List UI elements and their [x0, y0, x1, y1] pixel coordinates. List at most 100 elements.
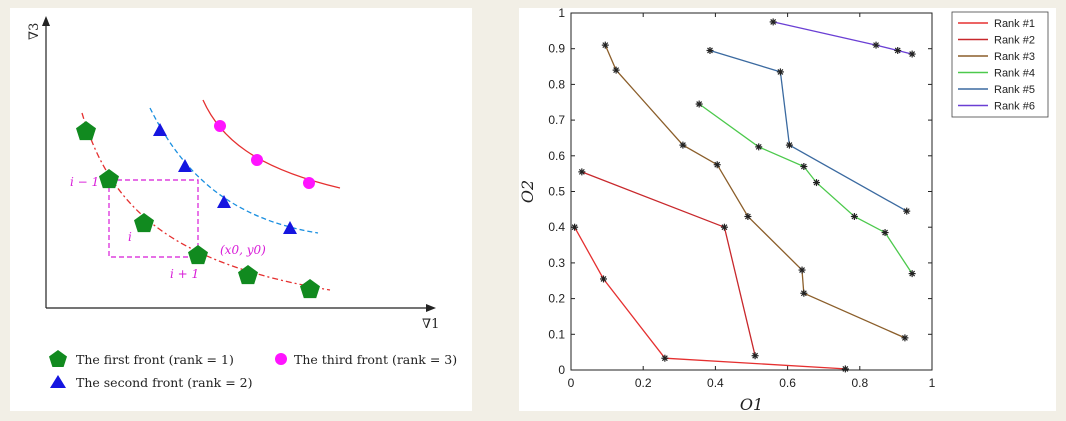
second-front-point: [283, 221, 297, 234]
third-front-point: [214, 120, 226, 132]
data-point-marker: [776, 68, 784, 76]
data-point-marker: [661, 354, 669, 362]
data-point-marker: [798, 266, 806, 274]
x-tick-label: 1: [929, 376, 936, 390]
x-tick-label: 0.2: [635, 376, 652, 390]
legend-first-front-marker: [49, 350, 67, 367]
series-markers: [571, 18, 916, 373]
data-point-marker: [769, 18, 777, 26]
legend-box: [951, 11, 1049, 118]
y-tick-label: 0.9: [548, 42, 565, 56]
data-point-marker: [894, 46, 902, 54]
legend-third-front-marker: [275, 353, 287, 365]
y-tick-label: 0: [558, 363, 565, 377]
third-front-curve: [202, 99, 341, 189]
third-front-point: [303, 177, 315, 189]
data-point-marker: [785, 141, 793, 149]
legend-label: Rank #1: [994, 18, 1035, 30]
legend-label: Rank #2: [994, 35, 1035, 47]
data-point-marker: [800, 163, 808, 171]
data-point-marker: [901, 334, 909, 342]
legend-third-front-label: The third front (rank = 3): [294, 352, 457, 367]
series-line-rank-3: [604, 44, 906, 339]
series-lines: [574, 21, 913, 370]
second-front-point: [217, 195, 231, 208]
data-point-marker: [612, 66, 620, 74]
data-point-marker: [713, 161, 721, 169]
x-tick-label: 0.8: [851, 376, 868, 390]
first-front-point: [188, 245, 208, 265]
x-tick-label: 0: [568, 376, 575, 390]
chart-x-axis-label: O1: [740, 395, 763, 411]
first-front-curve: [81, 112, 331, 291]
y-tick-label: 0.2: [548, 292, 565, 306]
left-y-axis-label: ∇3: [27, 23, 42, 40]
legend-label: Rank #3: [994, 51, 1035, 63]
chart-legend: Rank #1 Rank #2 Rank #3 Rank #4 Rank #5 Rank …: [951, 11, 1049, 118]
third-front-point: [251, 154, 263, 166]
first-front-point: [76, 121, 96, 141]
axis-ticks: 0 0.2 0.4 0.6 0.8 1 0 0.1 0.2 0.3 0.4 0.5 0.6 0.7 0.8 0…: [548, 8, 935, 390]
data-point-marker: [751, 352, 759, 360]
series-line-rank-6: [773, 21, 913, 55]
data-point-marker: [601, 41, 609, 49]
y-tick-label: 0.4: [548, 220, 565, 234]
chart-y-axis-label: O2: [519, 180, 537, 203]
data-point-marker: [578, 168, 586, 176]
plot-frame: [570, 12, 933, 371]
y-axis-arrow: [42, 16, 50, 26]
second-front-point: [153, 123, 167, 136]
data-point-marker: [908, 270, 916, 278]
x-tick-label: 0.4: [707, 376, 724, 390]
y-tick-label: 0.5: [548, 185, 565, 199]
data-point-marker: [881, 229, 889, 237]
annotation-i-minus-1: i − 1: [70, 175, 99, 189]
first-front-point: [99, 169, 119, 189]
series-line-rank-1: [574, 226, 846, 370]
left-x-axis-label: ∇1: [422, 317, 439, 332]
left-diagram-svg: ∇3 ∇1 i − 1 i i + 1 (x0, y0) The f: [27, 16, 457, 390]
y-tick-label: 0.7: [548, 113, 565, 127]
y-tick-label: 0.6: [548, 149, 565, 163]
legend-second-front-label: The second front (rank = 2): [76, 375, 252, 390]
data-point-marker: [850, 212, 858, 220]
data-point-marker: [679, 141, 687, 149]
left-diagram-panel: ∇3 ∇1 i − 1 i i + 1 (x0, y0) The f: [10, 8, 472, 411]
data-point-marker: [571, 223, 579, 231]
data-point-marker: [872, 41, 880, 49]
legend-second-front-marker: [50, 375, 66, 388]
right-chart-panel: 0 0.2 0.4 0.6 0.8 1 0 0.1 0.2 0.3 0.4 0.5 0.6 0.7 0.8 0…: [519, 8, 1056, 411]
data-point-marker: [599, 275, 607, 283]
x-tick-label: 0.6: [779, 376, 796, 390]
series-line-rank-5: [709, 49, 908, 212]
y-tick-label: 0.1: [548, 327, 565, 341]
crowding-distance-box: [108, 179, 199, 258]
data-point-marker: [908, 50, 916, 58]
legend-label: Rank #6: [994, 101, 1035, 113]
data-point-marker: [695, 100, 703, 108]
first-front-point: [238, 265, 258, 285]
first-front-point: [134, 213, 154, 233]
legend-label: Rank #4: [994, 68, 1035, 80]
data-point-marker: [744, 212, 752, 220]
x-axis-arrow: [426, 304, 436, 312]
rank-chart-svg: 0 0.2 0.4 0.6 0.8 1 0 0.1 0.2 0.3 0.4 0.5 0.6 0.7 0.8 0…: [519, 8, 1049, 411]
annotation-point: (x0, y0): [220, 243, 266, 257]
data-point-marker: [706, 46, 714, 54]
data-point-marker: [720, 223, 728, 231]
data-point-marker: [800, 289, 808, 297]
y-tick-label: 0.3: [548, 256, 565, 270]
data-point-marker: [903, 207, 911, 215]
annotation-i: i: [128, 230, 132, 244]
annotation-i-plus-1: i + 1: [170, 267, 199, 281]
second-front-curve: [149, 107, 319, 234]
data-point-marker: [812, 179, 820, 187]
series-line-rank-2: [581, 171, 756, 356]
y-tick-label: 1: [558, 8, 565, 20]
data-point-marker: [841, 365, 849, 373]
data-point-marker: [755, 143, 763, 151]
y-tick-label: 0.8: [548, 77, 565, 91]
legend-first-front-label: The first front (rank = 1): [76, 352, 234, 367]
second-front-point: [178, 159, 192, 172]
legend-label: Rank #5: [994, 84, 1035, 96]
